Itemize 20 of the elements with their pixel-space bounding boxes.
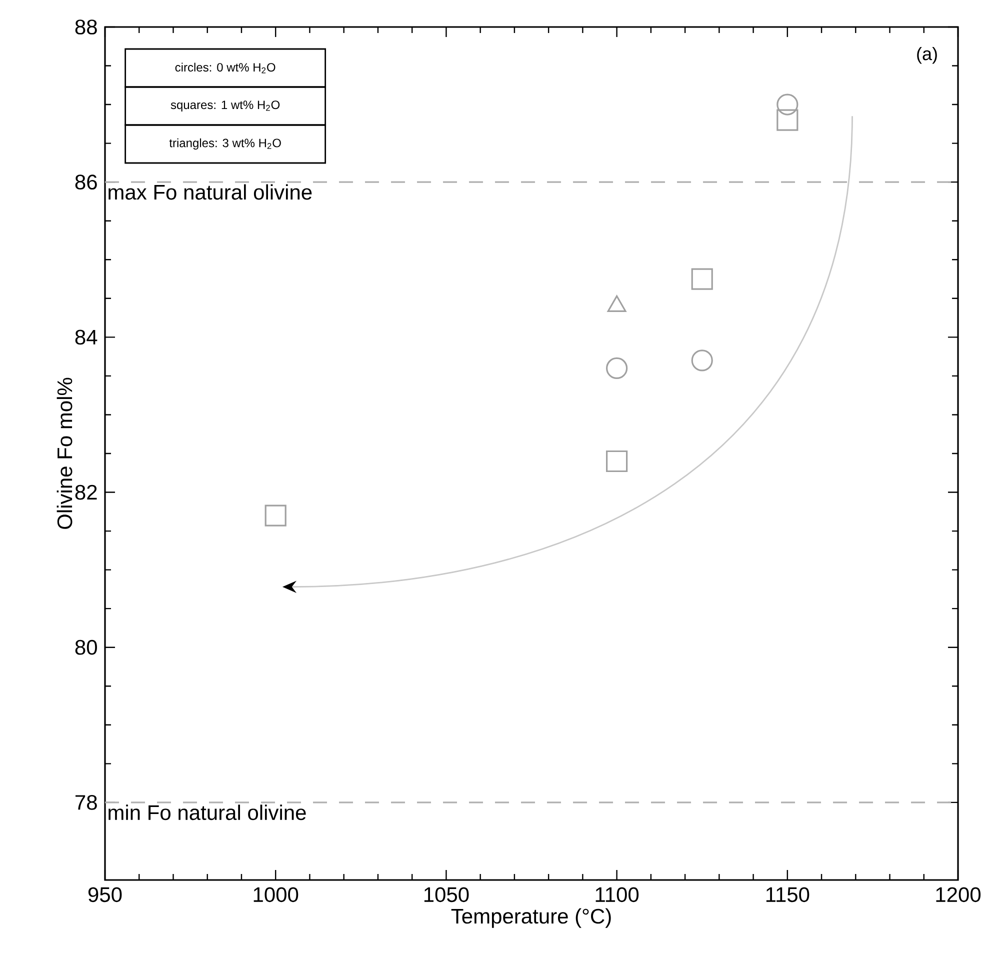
annotation: circles: 0 wt% H$_{2}$O	[175, 62, 276, 74]
x-axis-title: Temperature (°C)	[451, 908, 611, 928]
y-tick-label: 80	[75, 640, 97, 655]
annotation: triangles: 3 wt% H$_{2}$O	[169, 138, 281, 150]
y-tick-label: 82	[75, 484, 97, 500]
ref-line-label: min Fo natural olivine	[108, 804, 306, 820]
x-tick-label: 1050	[424, 887, 469, 902]
x-tick-label: 1200	[936, 887, 981, 902]
y-tick-label: 88	[75, 20, 97, 34]
x-tick-label: 1000	[254, 887, 298, 902]
x-tick-label: 950	[88, 887, 122, 902]
y-tick-label: 84	[75, 330, 98, 345]
x-tick-label: 1150	[766, 887, 810, 902]
annotation: squares: 1 wt% H$_{2}$O	[170, 100, 280, 112]
x-tick-label: 1100	[596, 887, 639, 902]
y-tick-label: 78	[76, 795, 97, 810]
y-tick-label: 86	[75, 174, 97, 190]
annotation: (a)	[917, 46, 937, 64]
y-axis-title: Olivine Fo mol%	[56, 378, 72, 529]
ref-line-label: max Fo natural olivine	[108, 184, 312, 200]
